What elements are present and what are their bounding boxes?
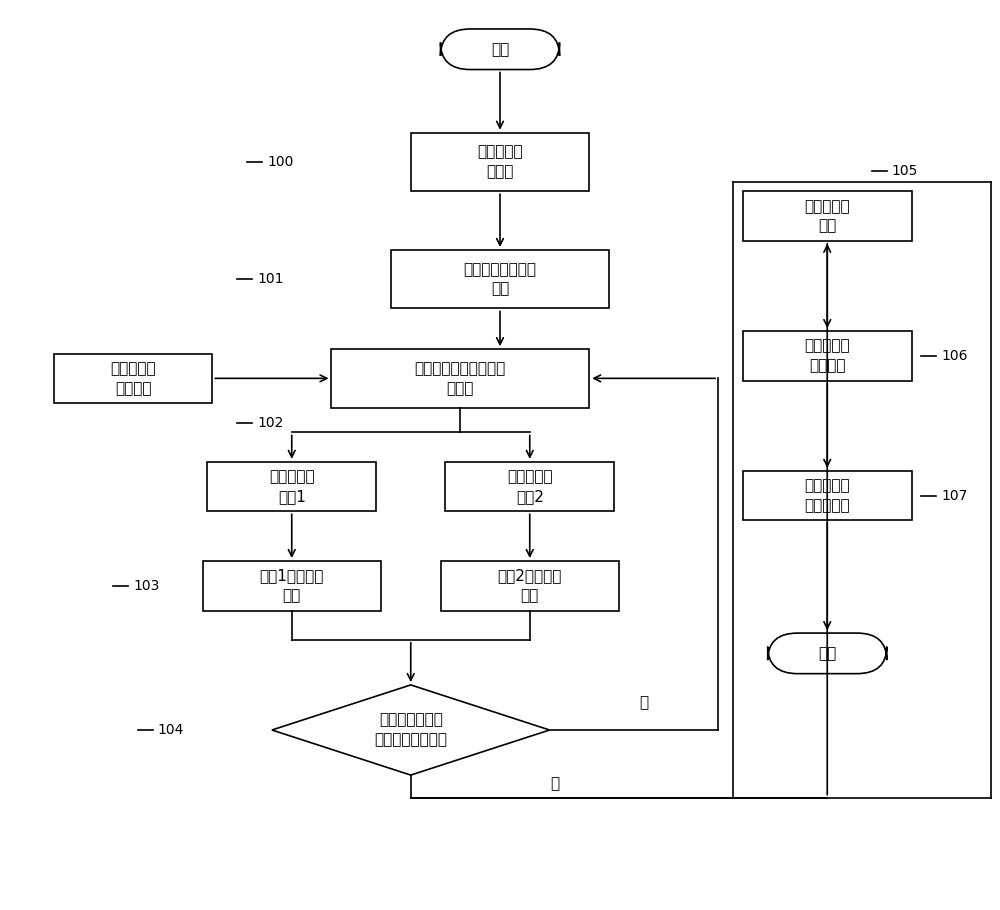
Text: 100: 100: [267, 155, 293, 169]
Text: 试验件构型
方案2: 试验件构型 方案2: [507, 470, 553, 504]
Text: 103: 103: [133, 579, 159, 592]
Text: 105: 105: [892, 164, 918, 178]
Text: 试验件构型设计
是否满足准则要求: 试验件构型设计 是否满足准则要求: [374, 713, 447, 747]
Text: 106: 106: [941, 349, 968, 363]
Bar: [202, 561, 381, 611]
Text: 试验件构型
方案1: 试验件构型 方案1: [269, 470, 315, 504]
Text: 构型1超转破裂
分析: 构型1超转破裂 分析: [260, 569, 324, 603]
Text: 确定最小破裂裕度
轮盘: 确定最小破裂裕度 轮盘: [464, 262, 536, 297]
Bar: [743, 331, 912, 380]
FancyBboxPatch shape: [768, 633, 887, 673]
Bar: [54, 354, 212, 403]
Bar: [441, 561, 619, 611]
Text: 否: 否: [639, 695, 648, 711]
Text: 结束: 结束: [818, 646, 836, 661]
Text: 确定转子部
件破裂转速: 确定转子部 件破裂转速: [804, 478, 850, 513]
Text: 构型2超转破裂
分析: 构型2超转破裂 分析: [498, 569, 562, 603]
Bar: [207, 461, 376, 511]
Text: 完成试验件
加工装配: 完成试验件 加工装配: [804, 339, 850, 373]
Bar: [331, 349, 589, 408]
Bar: [743, 191, 912, 241]
Text: 是: 是: [550, 776, 559, 792]
Text: 101: 101: [257, 272, 284, 286]
Text: 试验件构型
设计准则: 试验件构型 设计准则: [110, 361, 156, 396]
Bar: [445, 461, 614, 511]
Text: 确定试验件
构型: 确定试验件 构型: [804, 198, 850, 234]
Text: 开始: 开始: [491, 42, 509, 56]
Text: 104: 104: [158, 723, 184, 737]
Text: 转子组件超
转分析: 转子组件超 转分析: [477, 145, 523, 179]
Polygon shape: [272, 685, 550, 775]
Text: 107: 107: [941, 489, 968, 502]
FancyBboxPatch shape: [441, 29, 560, 69]
Bar: [411, 133, 589, 191]
Bar: [391, 250, 609, 308]
Text: 轮盘试验件构型初步方
案设计: 轮盘试验件构型初步方 案设计: [415, 361, 506, 396]
Bar: [743, 470, 912, 521]
Text: 102: 102: [257, 417, 283, 430]
